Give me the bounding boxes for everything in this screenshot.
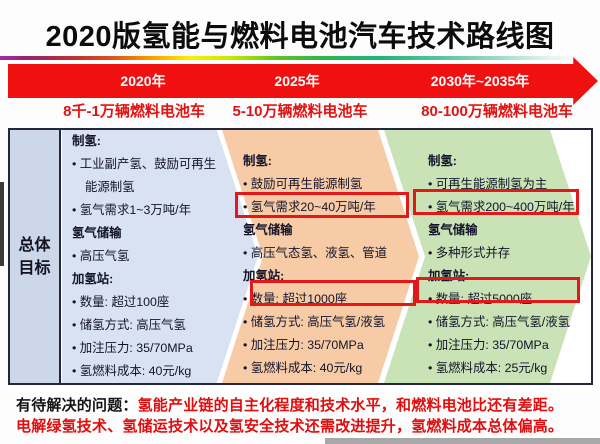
issues-line2: 电解绿氢技术、氢储运技术以及氢安全技术还需改进提升，氢燃料成本总体偏高。 [16,418,564,435]
milestone-2025: 5-10万辆燃料电池车 [232,103,368,120]
frame-artifact-bottom [325,438,600,444]
frame-artifact-left [0,182,4,266]
panel-line: • 储氢方式: 高压气氢/液氢 [243,315,386,329]
chevron-panel-2020 [62,130,258,383]
panel-line: 能源制氢 [85,180,135,194]
sidebar-label-line1: 总体 [18,236,51,254]
milestone-2020: 8千-1万辆燃料电池车 [63,103,205,120]
highlight-box-h2-demand-2030 [413,189,579,215]
panel-content-2030-2035: 制氢: • 可再生能源制氢为主 • 氢气需求200~400万吨/年 氢气储输 •… [428,150,575,380]
panel-line: • 高压气氢 [72,249,130,263]
panel-section-heading: 制氢: [72,134,101,148]
sidebar-label-line2: 目标 [18,259,51,277]
highlight-box-station-count-2025 [250,280,416,306]
panel-section-heading: 制氢: [243,154,272,168]
panel-line: • 加注压力: 35/70MPa [72,341,193,355]
page-title: 2020版氢能与燃料电池汽车技术路线图 [45,21,555,53]
panel-line: • 数量: 超过100座 [72,295,170,309]
panel-section-heading: 加氢站: [243,269,285,283]
panel-line: • 可再生能源制氢为主 [428,177,548,191]
milestone-2030-2035: 80-100万辆燃料电池车 [421,103,573,120]
panel-line: • 鼓励可再生能源制氢 [243,177,363,191]
panel-line: • 储氢方式: 高压气氢/液氢 [428,315,571,329]
highlight-box-station-count-2030 [416,277,580,303]
panel-line: • 氢气需求20~40万吨/年 [243,200,376,214]
panel-section-heading: 加氢站: [72,272,114,286]
rainbow-divider [0,56,576,60]
panel-line: • 数量: 超过1000座 [243,292,348,306]
panel-section-heading: 制氢: [428,154,457,168]
highlight-box-h2-demand-2025 [235,192,409,218]
issues-label: 有待解决的问题： [16,397,138,414]
issues-text-1: 氢能产业链的自主化程度和技术水平，和燃料电池比还有差距。 [137,397,564,414]
panel-section-heading: 氢气储输 [72,226,122,240]
panel-line: • 氢燃料成本: 40元/kg [243,361,363,375]
overall-goal-sidebar: 总体 目标 [8,128,61,385]
timeline-year-2020: 2020年 [120,73,166,89]
panel-line: • 工业副产氢、鼓励可再生 [72,157,217,171]
panel-line: • 加注压力: 35/70MPa [428,338,549,352]
panel-section-heading: 氢气储输 [428,223,478,237]
issues-line1: 有待解决的问题：氢能产业链的自主化程度和技术水平，和燃料电池比还有差距。 [16,396,563,416]
panel-section-heading: 氢气储输 [243,223,293,237]
panel-line: • 高压气态氢、液氢、管道 [243,246,388,260]
panel-line: • 氢气需求1~3万吨/年 [72,203,191,217]
panel-line: • 储氢方式: 高压气氢 [72,318,186,332]
panel-content-2025: 制氢: • 鼓励可再生能源制氢 • 氢气需求20~40万吨/年 氢气储输 • 高… [243,150,387,380]
panel-line: • 氢气需求200~400万吨/年 [428,200,575,214]
panel-line: • 加注压力: 35/70MPa [243,338,364,352]
timeline-year-2030-2035: 2030年~2035年 [430,73,530,89]
panel-line: • 氢燃料成本: 25元/kg [428,361,548,375]
timeline-year-2025: 2025年 [274,73,320,89]
timeline-arrow: 2020年 2025年 2030年~2035年 [8,57,598,105]
panel-content-2020: 制氢: • 工业副产氢、鼓励可再生 能源制氢 • 氢气需求1~3万吨/年 氢气储… [72,130,216,383]
panel-line: • 氢燃料成本: 40元/kg [72,364,192,378]
panel-line: • 多种形式并存 [428,246,511,260]
